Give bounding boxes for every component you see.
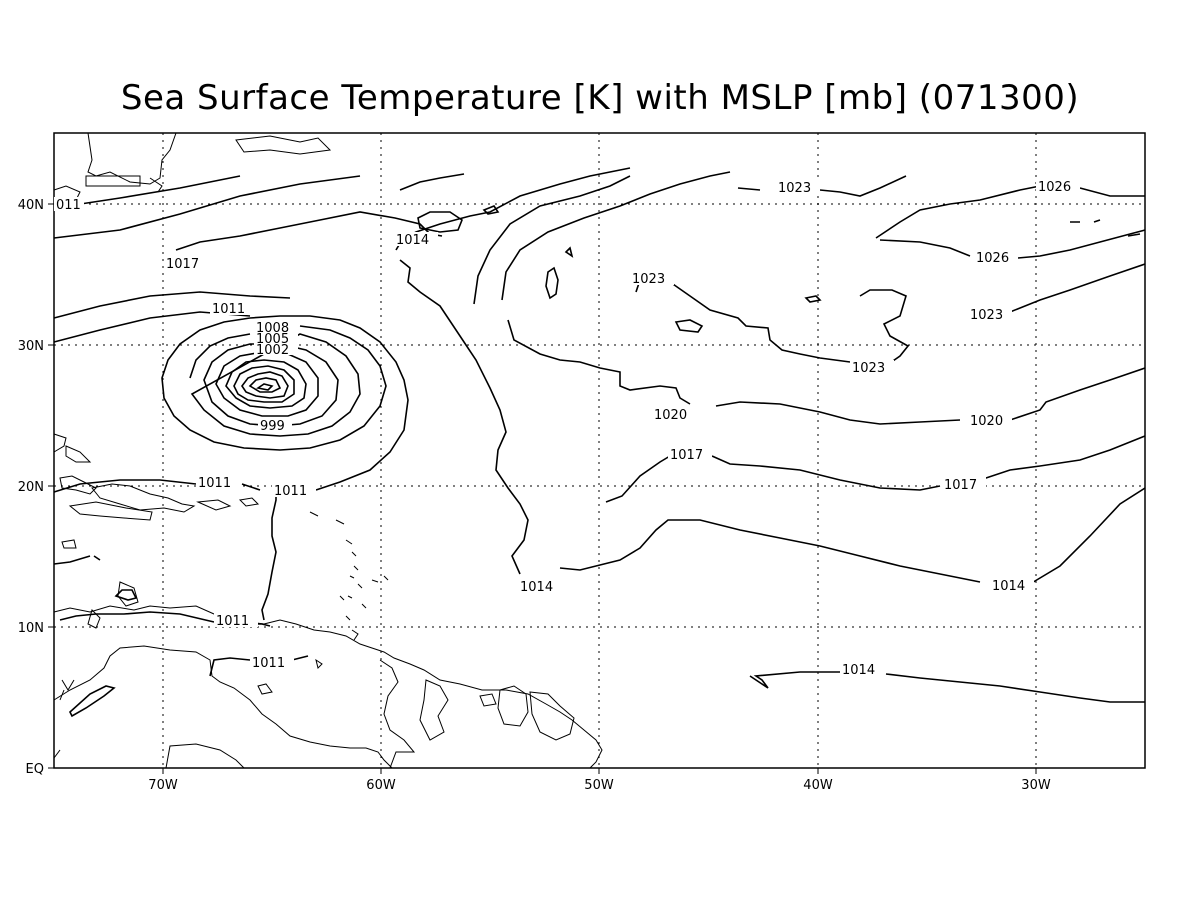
grid-lines [54,133,1145,768]
contour-label: 1014 [396,233,429,248]
y-tick-label: 40N [18,198,44,213]
contour-label: 1011 [274,484,307,499]
x-tick-label: 30W [1021,778,1051,793]
contour-label: 999 [260,419,285,434]
coastlines [53,132,603,769]
y-tick-label: 30N [18,339,44,354]
tick-marks [48,203,1037,774]
pressure-contours [53,167,1146,718]
map-title: Sea Surface Temperature [K] with MSLP [m… [120,78,1080,118]
contour-label: 1014 [992,579,1025,594]
x-tick-label: 70W [148,778,178,793]
contour-label: 1023 [632,272,665,287]
contour-label: 1017 [166,257,199,272]
contour-label: 011 [56,198,81,213]
contour-label: 1026 [976,251,1009,266]
contour-label: 1014 [520,580,553,595]
contour-label: 1011 [212,302,245,317]
contour-label: 1023 [852,361,885,376]
x-tick-label: 50W [584,778,614,793]
contour-label: 1017 [670,448,703,463]
y-tick-label: EQ [26,762,44,777]
x-tick-label: 60W [366,778,396,793]
contour-label-backgrounds [54,179,1080,676]
contour-label: 1008 [256,321,289,336]
contour-label: 1020 [970,414,1003,429]
contour-label: 1014 [842,663,875,678]
contour-label: 1017 [944,478,977,493]
x-tick-label: 40W [803,778,833,793]
contour-label: 1023 [970,308,1003,323]
contour-label: 1011 [216,614,249,629]
contour-label: 1011 [198,476,231,491]
contour-label: 1002 [256,343,289,358]
y-tick-label: 10N [18,621,44,636]
contour-label: 1026 [1038,180,1071,195]
contour-label: 1020 [654,408,687,423]
y-tick-label: 20N [18,480,44,495]
contour-label: 1005 [256,332,289,347]
contour-label: 1011 [252,656,285,671]
contour-label: 1023 [778,181,811,196]
